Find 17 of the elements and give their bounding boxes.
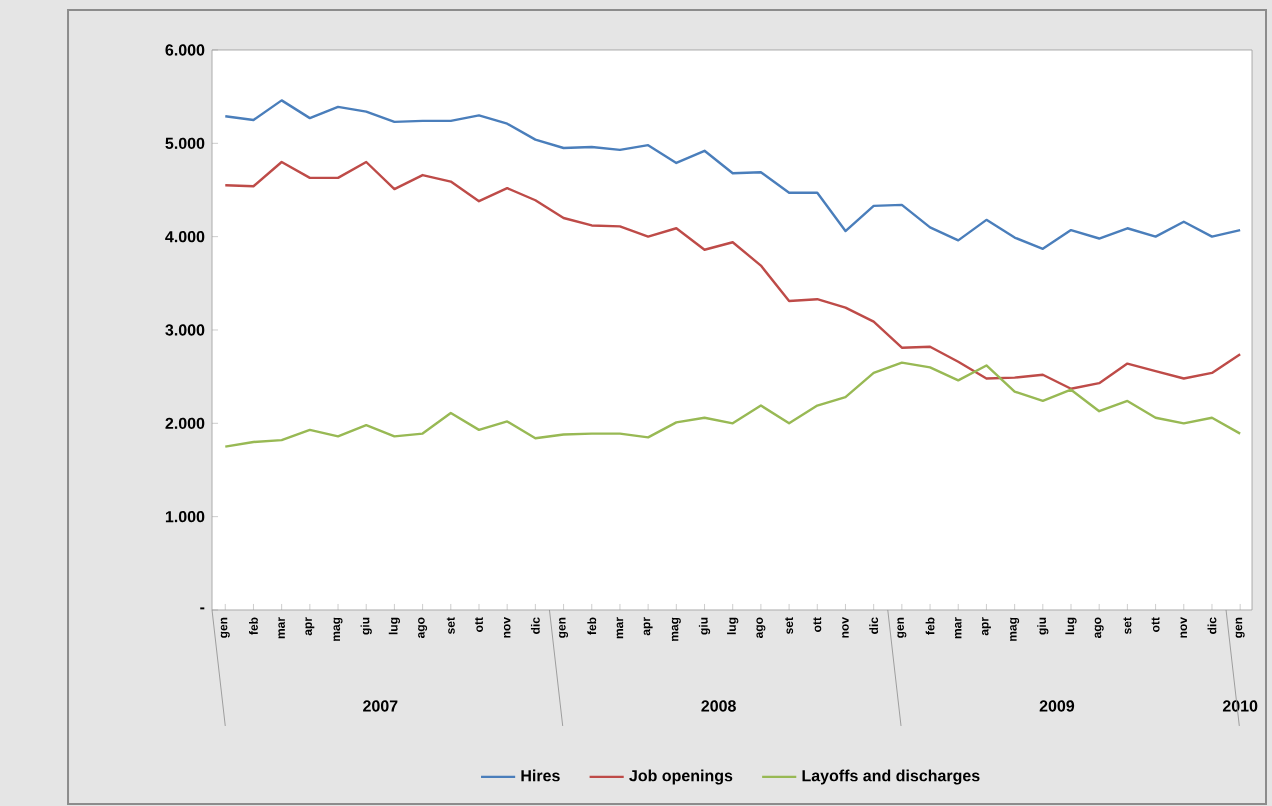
text: 2010 — [1222, 700, 1258, 712]
legend-label: Job openings — [629, 769, 733, 785]
y-tick-label: 6.000 — [165, 44, 205, 56]
y-tick-label: - — [200, 607, 205, 610]
line-series — [224, 160, 1242, 390]
legend-label: Layoffs and discharges — [802, 769, 980, 785]
y-tick-label: 1.000 — [165, 510, 205, 523]
y-tick-label: 4.000 — [165, 231, 205, 243]
y-tick-label: 2.000 — [165, 417, 205, 429]
y-tick-label: 3.000 — [165, 324, 205, 336]
legend-label: Hires — [521, 769, 560, 782]
text: 2009 — [1039, 700, 1075, 712]
text: 2007 — [363, 700, 398, 712]
line-series — [224, 99, 1242, 250]
line-series — [224, 361, 1242, 448]
y-tick-label: 5.000 — [165, 137, 205, 149]
text: 2008 — [701, 700, 736, 712]
